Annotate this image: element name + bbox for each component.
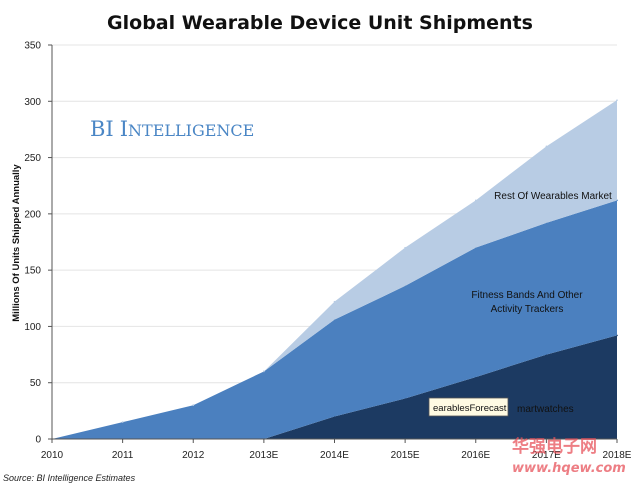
- point-s2-3: [263, 370, 265, 373]
- x-tick-label-3: 2013E: [249, 450, 278, 461]
- chart-title: Global Wearable Device Unit Shipments: [107, 12, 533, 34]
- source-note: Source: BI Intelligence Estimates: [3, 473, 136, 483]
- series-labels: martwatches Fitness Bands And Other Activi…: [471, 191, 612, 415]
- x-tick-labels: 2010 2011 2012 2013E 2014E 2015E 2016E 2017E 201…: [41, 450, 632, 461]
- y-tick-label-6: 300: [24, 97, 41, 108]
- series-label-1: Fitness Bands And Other Activity Trackers: [471, 290, 583, 315]
- x-tick-label-8: 2018E: [603, 450, 632, 461]
- y-axis-label: Millions Of Units Shipped Annually: [11, 164, 22, 322]
- point-s2-1: [121, 421, 124, 423]
- tooltip-text: earablesForecast: [433, 403, 507, 414]
- y-tick-label-0: 0: [35, 435, 41, 446]
- y-tick-label-2: 100: [24, 322, 41, 333]
- gridlines: [52, 44, 617, 384]
- x-tick-label-6: 2016E: [461, 450, 490, 461]
- x-tick-label-1: 2011: [112, 450, 134, 461]
- point-s2-2: [192, 404, 195, 407]
- x-tick-label-4: 2014E: [320, 450, 349, 461]
- x-tick-label-2: 2012: [182, 450, 205, 461]
- brand-logo: BI INTELLIGENCE: [90, 117, 254, 141]
- area-series: [51, 99, 618, 440]
- tooltip-box: [428, 397, 509, 417]
- point-s2-5: [404, 246, 406, 249]
- y-tick-label-1: 50: [30, 378, 42, 389]
- x-tick-label-5: 2015E: [391, 450, 420, 461]
- forecast-tooltip[interactable]: earablesForecast: [428, 397, 509, 417]
- y-tick-label-4: 200: [24, 209, 41, 220]
- y-tick-label-3: 150: [24, 266, 41, 277]
- x-tick-label-7: 2017E: [532, 450, 561, 461]
- point-s2-7: [545, 145, 548, 148]
- watermark-logo: 华强电子网: [512, 436, 597, 457]
- series-label-2: Rest Of Wearables Market: [494, 191, 612, 202]
- point-s2-6: [474, 199, 477, 202]
- watermark: 华强电子网 www.hqew.com: [512, 436, 626, 476]
- x-tick-label-0: 2010: [41, 450, 64, 461]
- watermark-url: www.hqew.com: [512, 461, 626, 476]
- axes: [48, 44, 618, 443]
- y-tick-label-7: 350: [24, 41, 41, 52]
- point-s2-8: [616, 99, 618, 101]
- series-label-0: martwatches: [517, 404, 574, 415]
- y-tick-labels: 0 50 100 150 200 250 300 350: [24, 41, 41, 446]
- y-tick-label-5: 250: [24, 153, 41, 164]
- point-s2-4: [333, 300, 336, 303]
